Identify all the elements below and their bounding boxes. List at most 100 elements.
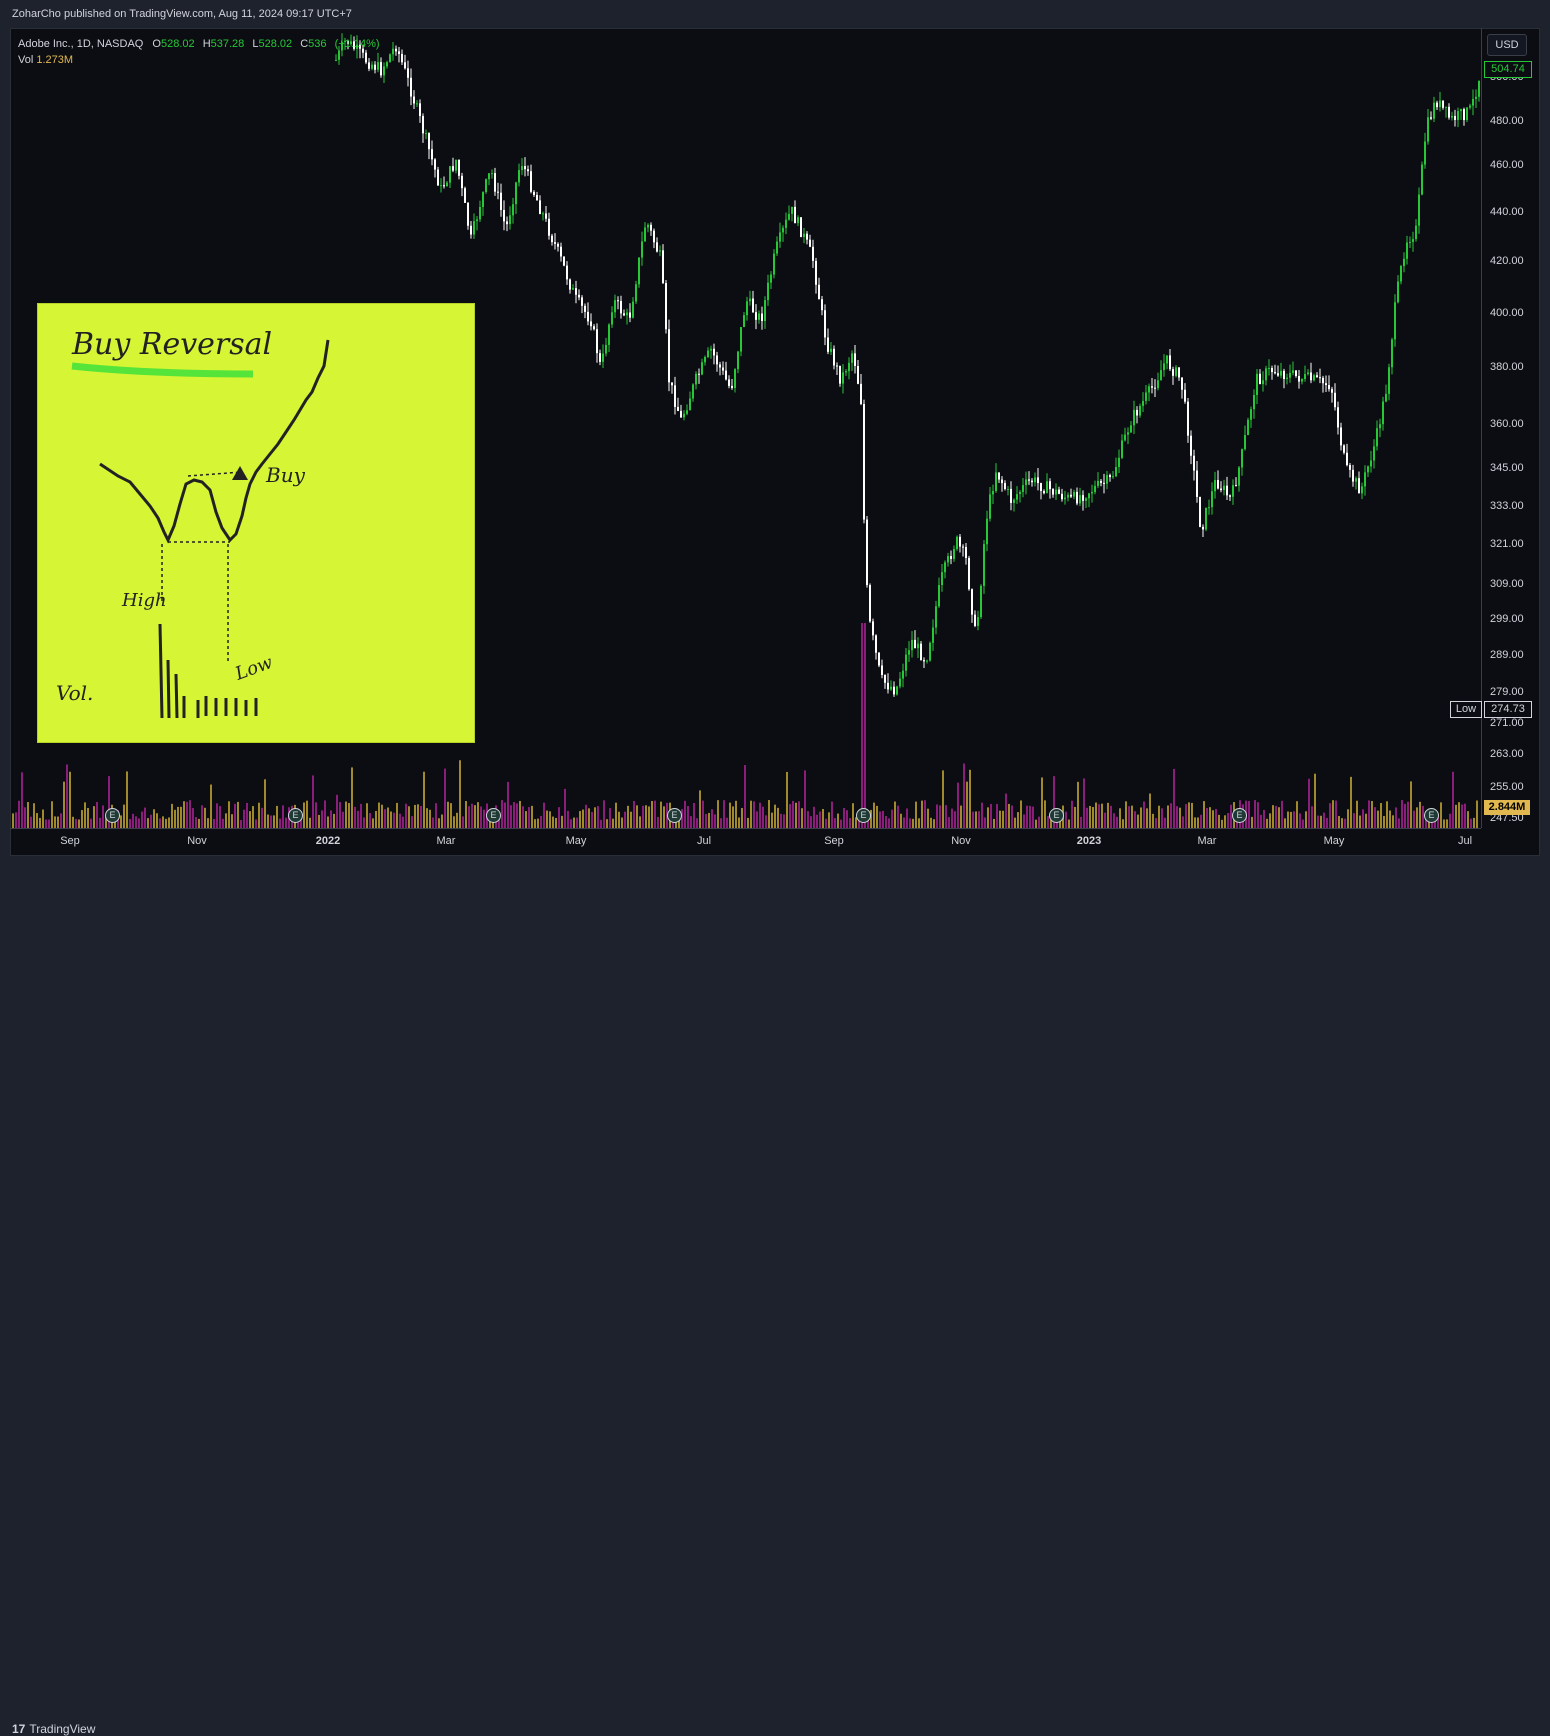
candle-body — [347, 40, 349, 45]
volume-bar — [645, 805, 647, 828]
volume-bar — [999, 810, 1001, 828]
volume-bar — [108, 776, 110, 828]
price-tick: 380.00 — [1490, 361, 1524, 373]
volume-bar — [351, 767, 353, 828]
volume-bar — [876, 805, 878, 828]
volume-bar — [1053, 776, 1055, 828]
candle-body — [689, 398, 691, 411]
volume-bar — [30, 816, 32, 828]
volume-bar — [660, 801, 662, 828]
volume-bar — [480, 806, 482, 828]
candle-body — [566, 265, 568, 280]
candle-body — [806, 233, 808, 240]
candle-body — [536, 194, 538, 201]
candle-body — [734, 369, 736, 388]
volume-bar — [1308, 778, 1310, 828]
volume-bar — [1170, 803, 1172, 828]
volume-bar — [1305, 811, 1307, 828]
volume-bar — [1032, 806, 1034, 828]
candle-body — [989, 494, 991, 519]
volume-bar — [219, 806, 221, 828]
volume-bar — [246, 802, 248, 828]
volume-bar — [315, 802, 317, 828]
volume-bar — [1464, 803, 1466, 828]
earnings-marker[interactable]: E — [486, 808, 501, 823]
candle-body — [1172, 369, 1174, 376]
candle-body — [1292, 370, 1294, 373]
volume-bar — [846, 810, 848, 828]
candle-body — [1226, 485, 1228, 496]
volume-bar — [39, 817, 41, 828]
candle-body — [416, 103, 418, 105]
volume-bar — [21, 772, 23, 828]
candle-body — [845, 371, 847, 373]
candle-body — [1334, 392, 1336, 408]
volume-bar — [804, 770, 806, 828]
candle-body — [530, 171, 532, 192]
earnings-marker[interactable]: E — [1424, 808, 1439, 823]
tradingview-logo[interactable]: 17 TradingView — [12, 1722, 95, 1736]
candle-body — [785, 219, 787, 228]
earnings-marker[interactable]: E — [1049, 808, 1064, 823]
volume-bar — [195, 817, 197, 828]
volume-bar — [942, 770, 944, 828]
candle-body — [1457, 111, 1459, 120]
volume-bar — [747, 817, 749, 828]
volume-bar — [1197, 817, 1199, 828]
candle-body — [1385, 393, 1387, 402]
candle-body — [704, 357, 706, 363]
candle-body — [1220, 488, 1222, 491]
earnings-marker[interactable]: E — [105, 808, 120, 823]
candle-body — [1244, 435, 1246, 450]
price-chart[interactable] — [0, 0, 1550, 891]
volume-bar — [735, 800, 737, 828]
candle-body — [815, 260, 817, 285]
candle-body — [533, 191, 535, 195]
price-tick: 299.00 — [1490, 613, 1524, 625]
volume-bar — [1131, 805, 1133, 828]
volume-bar — [651, 801, 653, 828]
candle-body — [1130, 425, 1132, 433]
volume-bar — [951, 808, 953, 828]
volume-bar — [873, 802, 875, 828]
candle-body — [1127, 432, 1129, 435]
volume-bar — [357, 810, 359, 828]
earnings-marker[interactable]: E — [1232, 808, 1247, 823]
candle-body — [1436, 102, 1438, 108]
volume-bar — [588, 808, 590, 828]
candle-body — [440, 185, 442, 187]
volume-bar — [105, 816, 107, 828]
candle-body — [1346, 452, 1348, 466]
currency-button[interactable]: USD — [1487, 34, 1527, 56]
volume-bar — [705, 813, 707, 828]
candle-body — [380, 62, 382, 76]
volume-bar — [312, 775, 314, 828]
volume-bar — [435, 803, 437, 828]
candle-body — [485, 179, 487, 193]
candle-body — [632, 301, 634, 318]
candle-body — [1187, 401, 1189, 436]
candle-body — [563, 256, 565, 266]
earnings-marker[interactable]: E — [856, 808, 871, 823]
volume-bar — [201, 805, 203, 828]
candle-body — [362, 48, 364, 53]
price-tick: 263.00 — [1490, 748, 1524, 760]
candle-body — [605, 344, 607, 354]
earnings-marker[interactable]: E — [288, 808, 303, 823]
volume-bar — [1206, 808, 1208, 828]
volume-bar — [507, 781, 509, 828]
volume-bar — [303, 802, 305, 828]
volume-bar — [1404, 803, 1406, 828]
price-axis[interactable] — [1481, 28, 1541, 828]
symbol-name[interactable]: Adobe Inc., 1D, NASDAQ — [18, 38, 144, 50]
volume-bar — [1086, 807, 1088, 828]
volume-bar — [1272, 805, 1274, 828]
earnings-marker[interactable]: E — [667, 808, 682, 823]
volume-bar — [552, 816, 554, 828]
volume-bar — [1296, 801, 1298, 828]
sticky-note: Buy Reversal Buy High Low Vol. — [38, 304, 474, 742]
time-axis[interactable] — [10, 828, 1481, 856]
candle-body — [971, 589, 973, 615]
candle-body — [1193, 455, 1195, 471]
volume-bar — [1140, 807, 1142, 828]
